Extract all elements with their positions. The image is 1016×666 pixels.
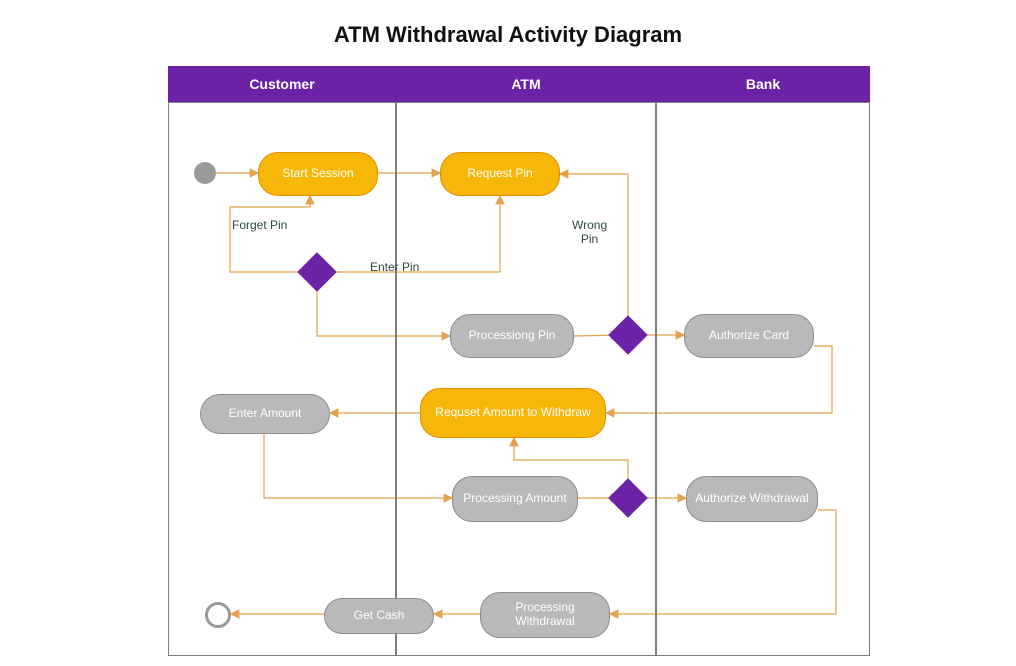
node-processing_amt: Processing Amount bbox=[452, 476, 578, 522]
lane-header-atm: ATM bbox=[396, 66, 656, 102]
node-start_session: Start Session bbox=[258, 152, 378, 196]
edge-label: WrongPin bbox=[572, 218, 607, 246]
node-processing_pin: Processiong Pin bbox=[450, 314, 574, 358]
diagram-title: ATM Withdrawal Activity Diagram bbox=[0, 22, 1016, 48]
node-get_cash: Get Cash bbox=[324, 598, 434, 634]
node-authorize_wd: Authorize Withdrawal bbox=[686, 476, 818, 522]
node-req_amount: Requset Amount to Withdraw bbox=[420, 388, 606, 438]
node-request_pin: Request Pin bbox=[440, 152, 560, 196]
lane-header-bank: Bank bbox=[656, 66, 870, 102]
node-enter_amount: Enter Amount bbox=[200, 394, 330, 434]
lane-header-customer: Customer bbox=[168, 66, 396, 102]
edge-label: Enter Pin bbox=[370, 260, 419, 274]
lane-bank bbox=[656, 102, 870, 656]
start-node bbox=[194, 162, 216, 184]
edge-label: Forget Pin bbox=[232, 218, 287, 232]
node-authorize_card: Authorize Card bbox=[684, 314, 814, 358]
end-node bbox=[205, 602, 231, 628]
node-processing_wd: Processing Withdrawal bbox=[480, 592, 610, 638]
